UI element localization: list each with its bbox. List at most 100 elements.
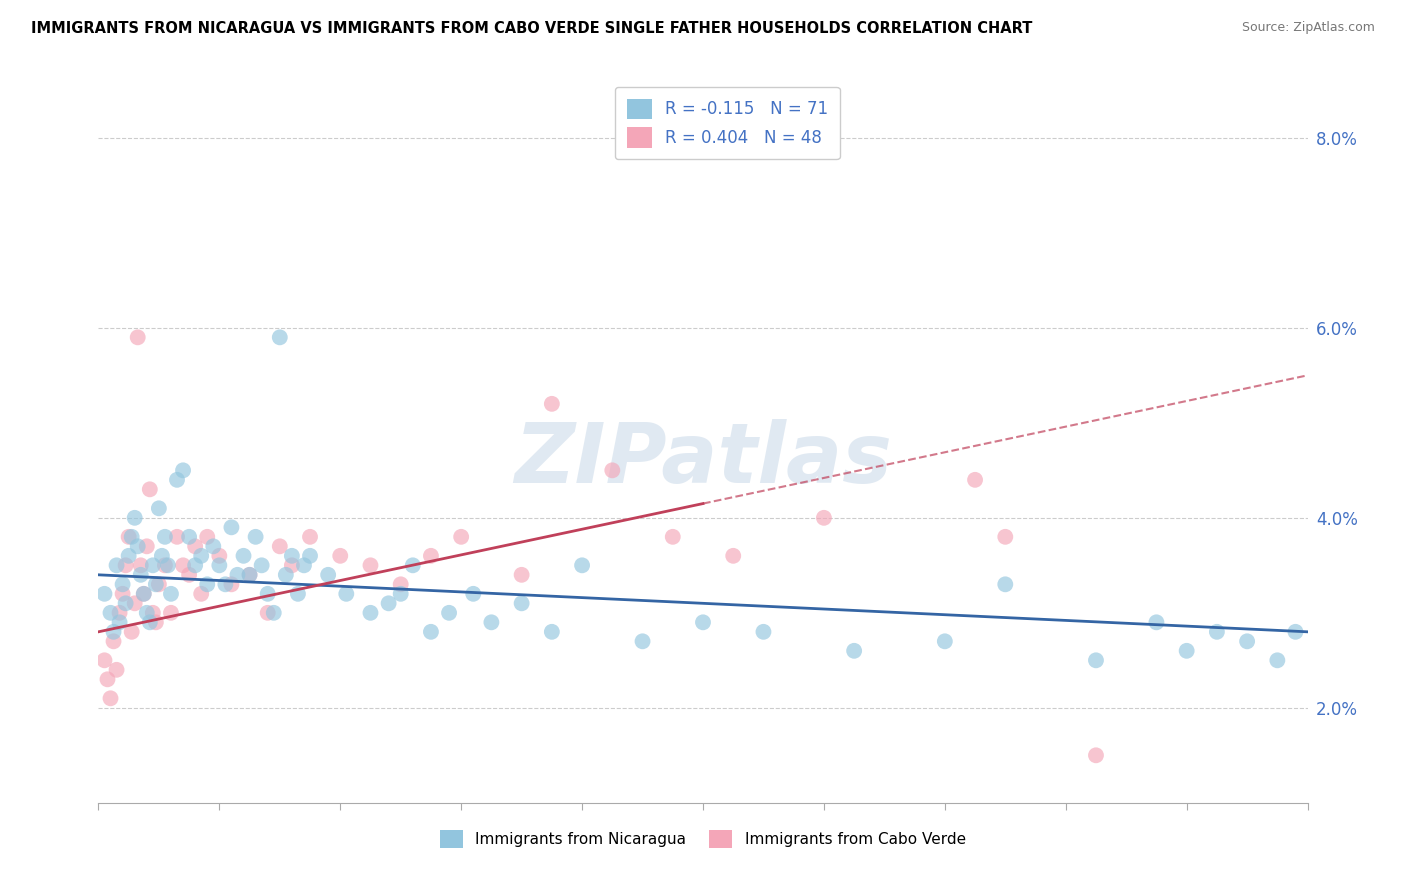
Point [463,587,485,601]
Point [420,549,443,563]
Point [124,596,146,610]
Point [329,549,352,563]
Point [190,549,212,563]
Point [153,558,176,573]
Point [335,587,357,601]
Point [139,483,162,497]
Point [292,558,315,573]
Point [214,577,236,591]
Point [994,530,1017,544]
Point [118,530,141,544]
Point [118,549,141,563]
Point [844,644,866,658]
Point [1085,653,1108,667]
Point [190,587,212,601]
Point [93,587,115,601]
Point [813,511,835,525]
Point [132,587,155,601]
Point [934,634,956,648]
Point [239,567,262,582]
Point [256,587,278,601]
Point [994,577,1017,591]
Point [172,558,194,573]
Point [208,558,231,573]
Point [172,463,194,477]
Point [121,530,143,544]
Point [148,577,170,591]
Point [127,330,149,344]
Point [111,587,134,601]
Point [145,577,167,591]
Point [226,567,249,582]
Point [510,567,533,582]
Point [105,663,128,677]
Point [114,596,136,610]
Point [287,587,309,601]
Point [269,330,291,344]
Point [221,577,243,591]
Point [299,549,322,563]
Point [661,530,683,544]
Point [93,653,115,667]
Point [145,615,167,630]
Text: IMMIGRANTS FROM NICARAGUA VS IMMIGRANTS FROM CABO VERDE SINGLE FATHER HOUSEHOLDS: IMMIGRANTS FROM NICARAGUA VS IMMIGRANTS … [31,21,1032,36]
Point [153,530,176,544]
Point [100,691,122,706]
Point [360,606,382,620]
Point [108,606,131,620]
Text: Source: ZipAtlas.com: Source: ZipAtlas.com [1241,21,1375,34]
Point [269,539,291,553]
Point [108,615,131,630]
Point [129,558,152,573]
Point [420,624,443,639]
Point [132,587,155,601]
Point [274,567,297,582]
Point [571,558,593,573]
Legend: Immigrants from Nicaragua, Immigrants from Cabo Verde: Immigrants from Nicaragua, Immigrants fr… [432,821,974,857]
Point [232,549,254,563]
Point [360,558,382,573]
Point [105,558,128,573]
Point [752,624,775,639]
Point [450,530,472,544]
Point [129,567,152,582]
Point [965,473,987,487]
Point [250,558,273,573]
Point [96,673,118,687]
Point [263,606,285,620]
Point [245,530,267,544]
Point [139,615,162,630]
Point [481,615,503,630]
Point [202,539,225,553]
Point [179,530,201,544]
Point [195,530,218,544]
Point [631,634,654,648]
Point [184,558,207,573]
Point [114,558,136,573]
Text: ZIPatlas: ZIPatlas [515,418,891,500]
Point [540,624,562,639]
Point [256,606,278,620]
Point [1267,653,1289,667]
Point [437,606,460,620]
Point [239,567,262,582]
Point [1236,634,1258,648]
Point [1284,624,1306,639]
Point [103,634,125,648]
Point [1206,624,1229,639]
Point [221,520,243,534]
Point [1175,644,1198,658]
Point [389,587,412,601]
Point [299,530,322,544]
Point [377,596,399,610]
Point [103,624,125,639]
Point [281,558,304,573]
Point [402,558,425,573]
Point [142,558,165,573]
Point [135,606,157,620]
Point [510,596,533,610]
Point [111,577,134,591]
Point [142,606,165,620]
Point [602,463,624,477]
Point [1146,615,1168,630]
